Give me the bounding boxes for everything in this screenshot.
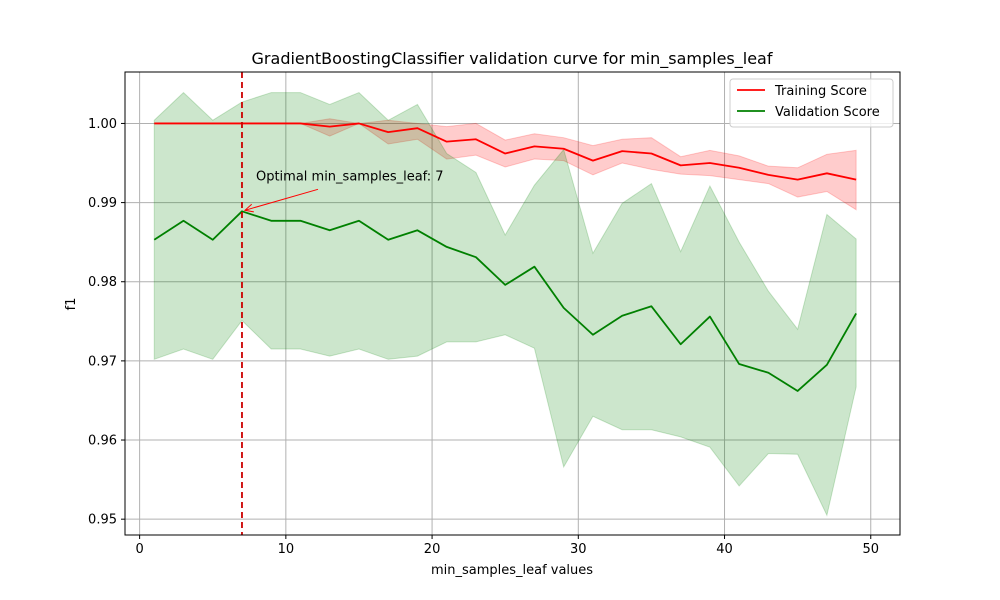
- legend-box: [729, 78, 894, 128]
- x-tick-label: 10: [278, 542, 295, 557]
- x-tick-label: 40: [716, 542, 733, 557]
- line-layer: [153, 122, 857, 392]
- legend-label-validation: Validation Score: [775, 105, 880, 120]
- y-tick-label: 0.95: [88, 513, 117, 528]
- tick-layer: 0 10 20 30 40 50 0.95 0.96 0.97 0.98 0.99 1.00: [88, 117, 879, 557]
- x-axis-label: min_samples_leaf values: [431, 563, 593, 578]
- x-tick-label: 0: [135, 542, 143, 557]
- y-tick-label: 0.99: [88, 196, 117, 211]
- legend: Training Score Validation Score: [729, 78, 894, 128]
- band-training: [154, 118, 857, 211]
- grid-layer: [125, 72, 900, 535]
- x-tick-label: 20: [424, 542, 441, 557]
- optimal-arrow-head: [243, 203, 254, 213]
- y-tick-label: 1.00: [88, 117, 117, 132]
- chart-title: GradientBoostingClassifier validation cu…: [252, 49, 773, 69]
- x-tick-label: 30: [570, 542, 587, 557]
- legend-label-training: Training Score: [774, 84, 867, 99]
- band-validation: [153, 91, 857, 517]
- band-layer: [153, 91, 857, 517]
- optimal-arrow-line: [244, 188, 319, 211]
- y-tick-label: 0.97: [88, 354, 117, 369]
- y-tick-label: 0.98: [88, 275, 117, 290]
- series-line-training: [154, 122, 857, 181]
- series-line-validation: [153, 210, 857, 392]
- y-tick-label: 0.96: [88, 434, 117, 449]
- optimal-annotation: Optimal min_samples_leaf: 7: [256, 169, 444, 184]
- plot-frame: [124, 71, 901, 536]
- marker-layer: Optimal min_samples_leaf: 7: [241, 72, 444, 535]
- x-tick-label: 50: [862, 542, 879, 557]
- y-axis-label: f1: [64, 298, 79, 311]
